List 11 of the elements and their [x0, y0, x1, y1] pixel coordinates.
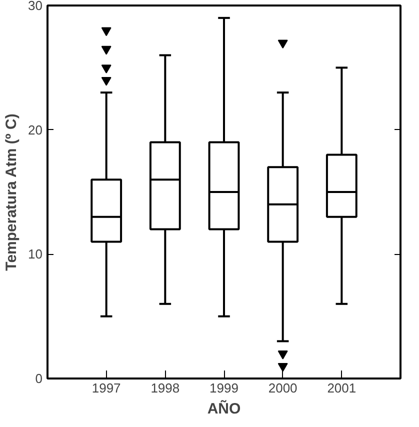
y-tick-label: 30 [28, 0, 43, 13]
x-axis-title: AÑO [207, 400, 241, 418]
y-axis-title: Temperatura Atm (º C) [3, 114, 20, 271]
x-tick-label: 1997 [92, 380, 121, 396]
x-tick-label: 2001 [327, 380, 356, 396]
y-tick-label: 10 [28, 246, 43, 262]
y-tick-label: 0 [35, 371, 43, 386]
x-tick-label: 2000 [268, 380, 298, 396]
x-tick-label: 1998 [150, 380, 180, 396]
y-tick-label: 20 [28, 122, 43, 138]
x-tick-label: 1999 [210, 380, 238, 396]
